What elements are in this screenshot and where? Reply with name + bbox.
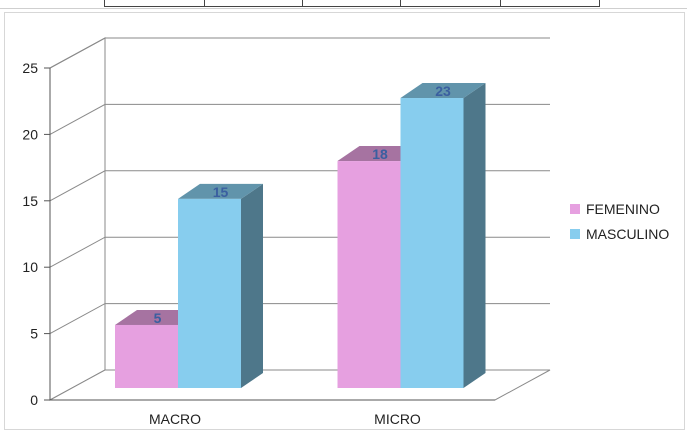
y-tick-label: 20 [22,126,38,142]
legend-swatch [570,229,580,239]
bar-side [463,83,486,389]
table-cell [302,0,401,7]
axis: 0 5 10 15 20 25 [22,60,495,408]
bars [115,83,486,389]
x-tick-label: MACRO [149,411,201,427]
legend-label: MASCULINO [586,226,669,242]
legend-label: FEMENINO [586,201,660,217]
bar-top [400,83,486,99]
table-cell [500,0,600,7]
labels: 5 15 18 23 MACRO MICRO [149,83,451,427]
y-tick-label: 25 [22,60,38,76]
table-cell [400,0,501,7]
bar [400,98,464,389]
y-tick-label: 5 [30,326,38,342]
bar [337,161,401,388]
y-tick-label: 0 [30,392,38,408]
x-tick-label: MICRO [374,411,421,427]
y-tick-label: 10 [22,259,38,275]
legend-swatch [570,204,580,214]
bar-side [241,183,263,388]
data-label: 15 [213,184,229,200]
data-label: 23 [435,83,451,99]
chart-frame [4,12,685,430]
table-cell [204,0,303,7]
divider [0,8,687,9]
bar [178,198,241,388]
bar [115,324,178,388]
data-label: 18 [372,146,388,162]
table-strip-fragment [0,0,687,20]
bar-top [178,183,263,199]
legend: FEMENINO MASCULINO [570,201,669,242]
table-cell [104,0,205,7]
y-tick-label: 15 [22,193,38,209]
data-label: 5 [154,310,162,326]
side-wall [49,37,106,401]
gridline [49,37,550,69]
